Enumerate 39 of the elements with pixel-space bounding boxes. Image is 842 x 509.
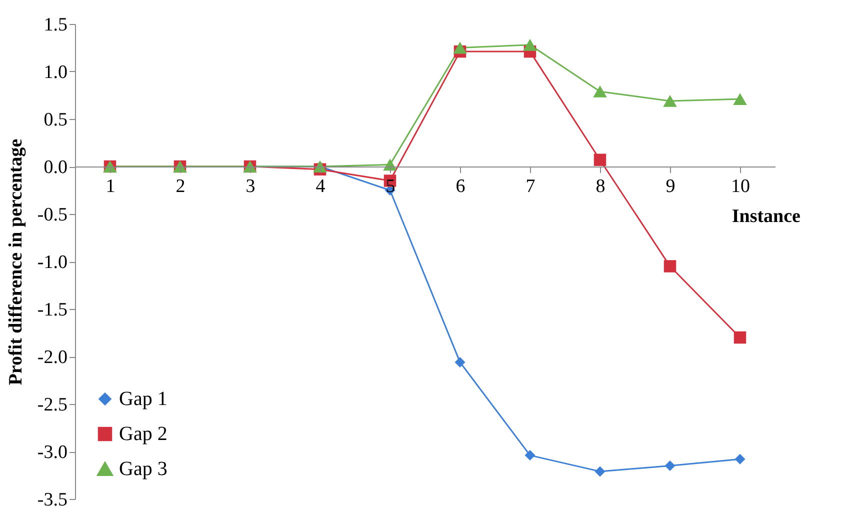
point <box>663 94 677 107</box>
x-axis-title: Instance <box>732 206 800 227</box>
point <box>523 38 537 51</box>
y-tick-label: 1.5 <box>44 14 68 36</box>
point <box>664 460 676 471</box>
point <box>734 454 746 464</box>
y-tick-label: -1.5 <box>37 300 68 320</box>
x-tick-label: 3 <box>246 176 256 197</box>
y-tick-label: -0.5 <box>37 204 68 226</box>
y-tick-label: -2.5 <box>37 394 68 416</box>
y-tick-label: -3.0 <box>37 442 68 463</box>
x-tick-label: 10 <box>731 176 750 197</box>
point <box>594 466 606 477</box>
y-tick-label: -1.0 <box>37 252 68 273</box>
point <box>664 260 676 272</box>
x-tick-label: 2 <box>176 176 186 197</box>
x-tick-label: 1 <box>106 176 116 197</box>
y-tick-label: -2.0 <box>37 347 68 368</box>
legend-label: Gap 3 <box>119 458 168 480</box>
legend-label: Gap 1 <box>119 388 168 410</box>
point <box>453 42 467 54</box>
y-tick-label: 0.0 <box>44 157 68 178</box>
y-axis-title: Profit difference in percentage <box>5 138 26 386</box>
x-tick-label: 4 <box>316 176 326 197</box>
x-tick-label: 8 <box>596 176 606 197</box>
x-tick-label: 9 <box>666 176 676 197</box>
point <box>594 154 606 166</box>
point <box>733 93 747 106</box>
point <box>524 450 536 461</box>
point <box>734 331 746 344</box>
point <box>454 356 466 368</box>
y-tick-label: 0.5 <box>44 110 68 130</box>
legend-label: Gap 2 <box>119 423 168 445</box>
x-tick-label: 6 <box>456 176 466 197</box>
y-tick-label: -3.5 <box>37 490 68 509</box>
y-tick-label: 1.0 <box>44 62 68 83</box>
point <box>593 85 607 98</box>
x-tick-label: 7 <box>526 176 536 197</box>
x-tick-label: 5 <box>386 176 396 197</box>
